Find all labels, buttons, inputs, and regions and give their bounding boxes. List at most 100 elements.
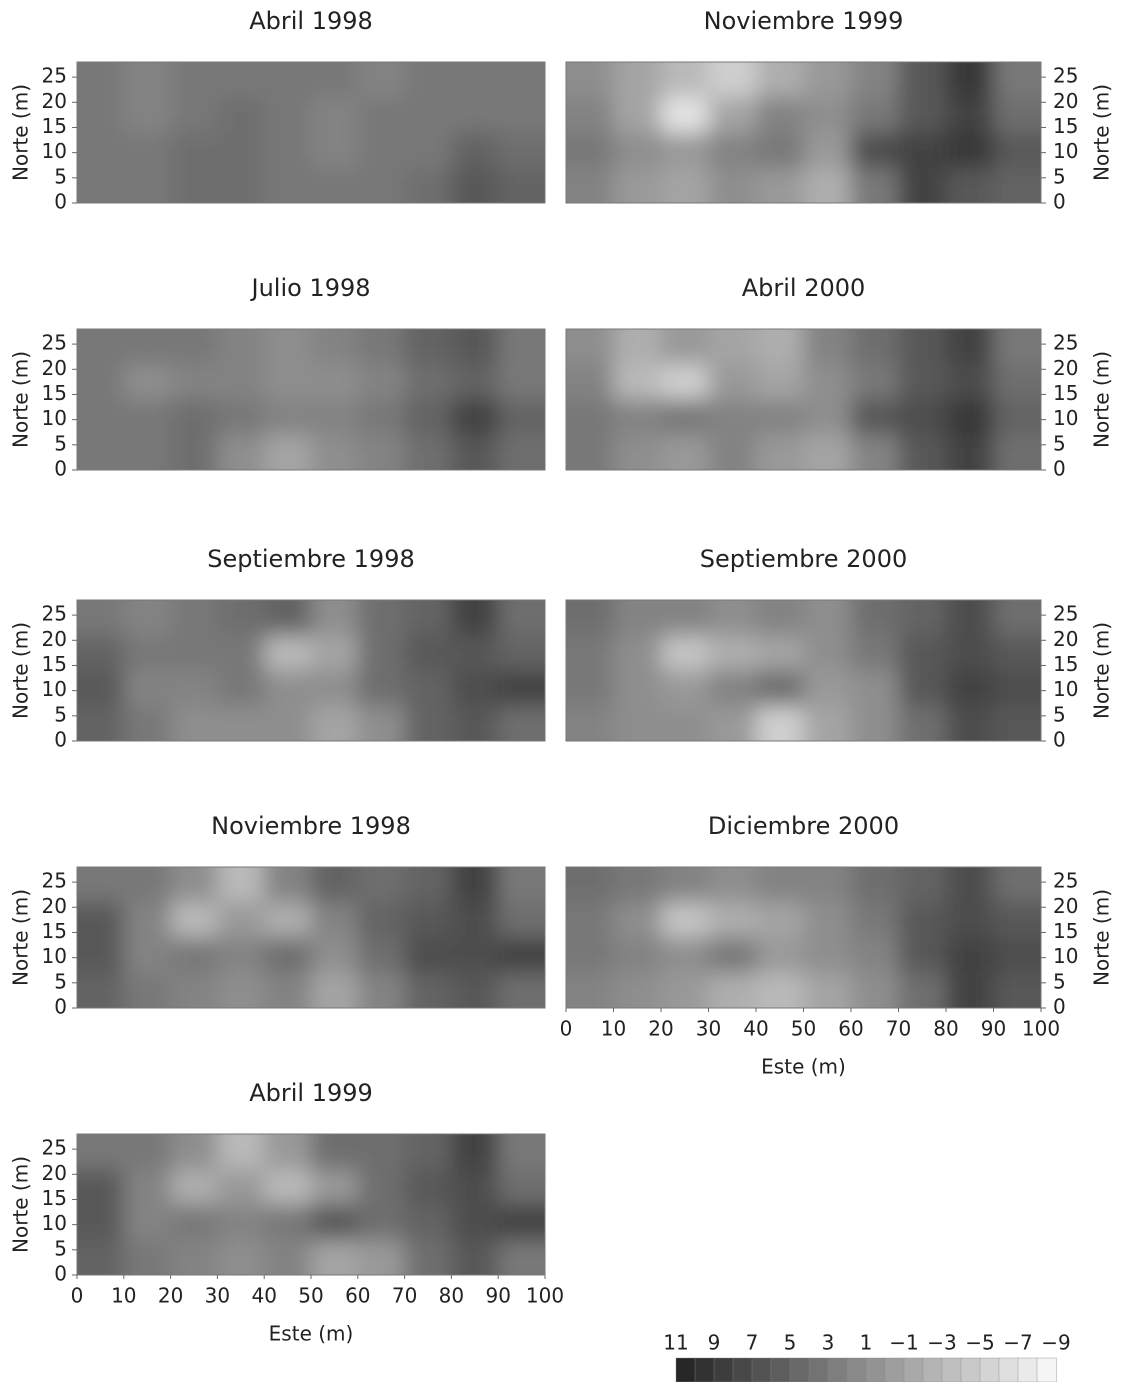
contour-cell	[566, 902, 614, 938]
y-tick-label: 20	[42, 627, 67, 651]
contour-cell	[217, 1169, 265, 1205]
contour-cell	[498, 902, 545, 938]
y-tick-label: 0	[1053, 190, 1066, 214]
field	[77, 1134, 545, 1275]
field-clip	[77, 62, 545, 203]
y-tick-label: 5	[54, 431, 67, 455]
contour-cell	[498, 1204, 545, 1241]
contour-cell	[77, 600, 125, 636]
contour-cell	[756, 167, 804, 203]
contour-cell	[803, 364, 852, 400]
contour-cell	[498, 97, 545, 133]
contour-cell	[357, 670, 406, 707]
contour-cell	[404, 867, 452, 903]
contour-cell	[404, 972, 452, 1008]
contour-cell	[264, 97, 312, 133]
contour-cell	[946, 635, 994, 671]
contour-cell	[756, 62, 804, 98]
y-tick-label: 15	[1053, 919, 1078, 943]
contour-cell	[756, 937, 804, 974]
contour-cell	[170, 364, 218, 400]
contour-cell	[451, 937, 499, 974]
contour-cell	[404, 399, 452, 436]
contour-cell	[946, 937, 994, 974]
panel-title: Julio 1998	[249, 274, 370, 302]
contour-cell	[77, 1204, 125, 1241]
contour-cell	[498, 867, 545, 903]
y-tick-label: 5	[1053, 702, 1066, 726]
contour-cell	[898, 62, 947, 98]
contour-cell	[498, 635, 545, 671]
contour-cell	[898, 937, 947, 974]
colorbar-swatch	[732, 1357, 753, 1383]
contour-cell	[851, 364, 899, 400]
contour-cell	[170, 399, 218, 436]
colorbar-tick-label: −7	[1003, 1331, 1032, 1355]
y-tick-label: 25	[42, 869, 67, 893]
contour-cell	[451, 62, 499, 98]
y-axis-label: Norte (m)	[1090, 351, 1114, 448]
y-tick-label: 25	[1053, 64, 1078, 88]
contour-cell	[311, 1169, 359, 1205]
x-tick-label: 0	[71, 1284, 84, 1308]
contour-cell	[170, 329, 218, 365]
contour-cell	[264, 132, 312, 169]
contour-cell	[946, 167, 994, 203]
y-tick-label: 25	[1053, 331, 1078, 355]
contour-cell	[170, 670, 218, 707]
contour-cell	[311, 62, 359, 98]
contour-cell	[803, 635, 852, 671]
contour-cell	[993, 167, 1041, 203]
contour-cell	[498, 972, 545, 1008]
contour-cell	[451, 329, 499, 365]
contour-cell	[451, 1169, 499, 1205]
contour-cell	[756, 434, 804, 470]
contour-cell	[946, 705, 994, 741]
contour-cell	[613, 132, 662, 169]
contour-cell	[851, 97, 899, 133]
contour-cell	[803, 600, 852, 636]
y-tick-label: 5	[54, 164, 67, 188]
colorbar-swatch	[1036, 1357, 1057, 1383]
y-axis-label: Norte (m)	[1090, 622, 1114, 719]
contour-cell	[566, 937, 614, 974]
contour-cell	[77, 937, 125, 974]
contour-cell	[404, 329, 452, 365]
contour-cell	[898, 600, 947, 636]
contour-cell	[357, 364, 406, 400]
contour-cell	[311, 1134, 359, 1170]
colorbar-swatch	[751, 1357, 772, 1383]
field	[566, 867, 1041, 1008]
contour-cell	[756, 329, 804, 365]
colorbar-tick-label: −1	[889, 1331, 918, 1355]
x-tick-label: 40	[251, 1284, 276, 1308]
y-tick-label: 10	[1053, 406, 1078, 430]
field-clip	[566, 329, 1041, 470]
contour-cell	[311, 705, 359, 741]
contour-cell	[217, 937, 265, 974]
contour-cell	[898, 97, 947, 133]
y-tick-label: 5	[54, 702, 67, 726]
contour-cell	[451, 867, 499, 903]
y-tick-label: 10	[42, 677, 67, 701]
contour-cell	[170, 867, 218, 903]
contour-cell	[77, 635, 125, 671]
contour-cell	[851, 434, 899, 470]
y-tick-label: 10	[42, 1211, 67, 1235]
contour-cell	[898, 434, 947, 470]
contour-cell	[311, 97, 359, 133]
contour-cell	[993, 705, 1041, 741]
y-axis-label: Norte (m)	[1090, 84, 1114, 181]
x-tick-label: 60	[345, 1284, 370, 1308]
plot-frame	[565, 61, 1042, 204]
x-tick-label: 20	[648, 1017, 673, 1041]
y-tick-label: 15	[42, 381, 67, 405]
contour-cell	[311, 937, 359, 974]
contour-cell	[566, 600, 614, 636]
y-tick-label: 20	[1053, 356, 1078, 380]
colorbar-tick-label: 11	[663, 1331, 688, 1355]
contour-cell	[661, 635, 709, 671]
contour-cell	[498, 1169, 545, 1205]
contour-cell	[264, 1169, 312, 1205]
